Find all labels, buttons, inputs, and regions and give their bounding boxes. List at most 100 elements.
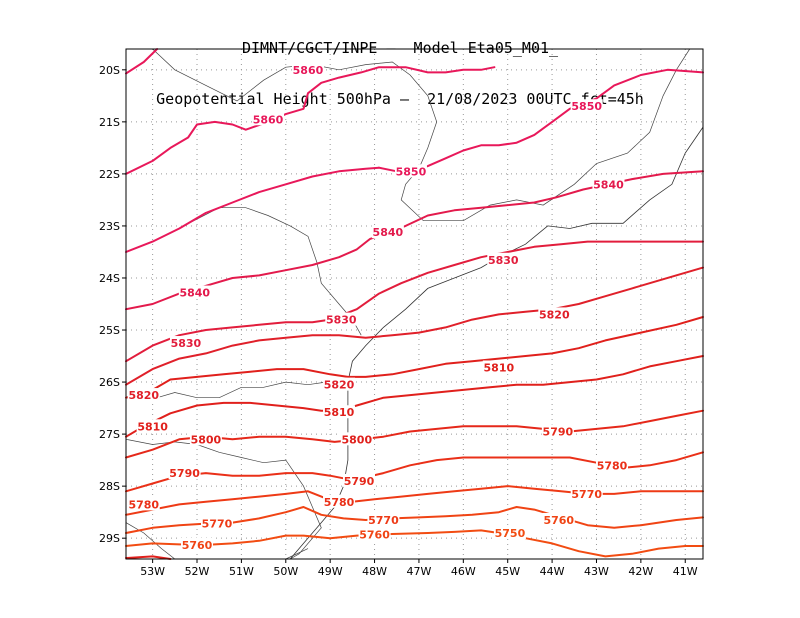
contour-label-bg	[252, 112, 285, 126]
contour-label: 5810	[484, 361, 515, 374]
contour-label-bg	[169, 336, 202, 350]
state-border	[152, 48, 690, 222]
tick-label-lat: 21S	[99, 116, 120, 129]
tick-label-lon: 43W	[584, 565, 609, 578]
contour-label: 5780	[324, 496, 355, 509]
tick-label-lon: 51W	[229, 565, 254, 578]
state-border	[183, 207, 362, 336]
contour-label-bg	[358, 527, 391, 541]
contour-label-bg	[570, 486, 603, 500]
contour-label-bg	[542, 512, 575, 526]
axis-ticks: 53W 52W 51W 50W 49W 48W 47W 46W 45W 44W 43W 42W 41W 2…	[99, 64, 698, 578]
contour-5850	[125, 166, 380, 253]
tick-label-lat: 28S	[99, 480, 120, 493]
grid-lines	[126, 49, 703, 559]
contour-label: 5770	[368, 514, 399, 527]
contour-5820	[125, 266, 704, 386]
contour-label: 5830	[488, 254, 519, 267]
contour-label-bg	[493, 525, 526, 539]
contour-5800	[125, 355, 704, 438]
contour-label-bg	[178, 285, 211, 299]
contour-label-bg	[181, 537, 214, 551]
contour-label-bg	[596, 458, 629, 472]
contour-label-bg	[325, 312, 358, 326]
contour-5860	[125, 66, 496, 175]
contour-label-bg	[127, 388, 160, 402]
tick-label-lon: 49W	[318, 565, 343, 578]
coastline	[684, 126, 704, 154]
contour-label: 5750	[495, 527, 526, 540]
contour-label: 5780	[597, 459, 628, 472]
contour-label: 5810	[137, 420, 168, 433]
tick-label-lon: 45W	[495, 565, 520, 578]
contour-label-bg	[482, 360, 515, 374]
contour-label-bg	[323, 377, 356, 391]
tick-label-lat: 20S	[99, 64, 120, 77]
contour-label-bg	[168, 466, 201, 480]
contour-label-bg	[538, 307, 571, 321]
contour-label-bg	[136, 419, 169, 433]
contour-5790	[125, 409, 704, 459]
tick-label-lat: 24S	[99, 272, 120, 285]
contour-label: 5760	[182, 539, 213, 552]
contour-5830	[125, 240, 704, 363]
tick-label-lon: 42W	[628, 565, 653, 578]
contour-labels: 5860 5860 5850 5850 5840 5840 5840 5830 5830 5830…	[127, 62, 629, 552]
tick-label-lat: 23S	[99, 220, 120, 233]
contour-label: 5800	[341, 433, 372, 446]
contour-5860	[125, 48, 159, 75]
state-border	[285, 548, 309, 560]
tick-label-lon: 48W	[362, 565, 387, 578]
contour-label: 5770	[202, 518, 233, 531]
contour-label: 5790	[169, 467, 200, 480]
contour-lines	[125, 48, 704, 560]
contour-label: 5810	[324, 406, 355, 419]
state-border	[125, 381, 344, 401]
contour-label: 5790	[344, 475, 375, 488]
contour-label: 5770	[571, 488, 602, 501]
contour-label-bg	[541, 424, 574, 438]
contour-label: 5820	[128, 389, 159, 402]
state-borders	[125, 48, 704, 560]
contour-label: 5820	[539, 308, 570, 321]
state-border	[125, 522, 176, 560]
contour-label: 5830	[326, 314, 357, 327]
contour-label: 5800	[191, 433, 222, 446]
contour-5750	[125, 529, 704, 558]
contour-label-bg	[487, 252, 520, 266]
contour-label-bg	[291, 62, 324, 76]
tick-label-lat: 29S	[99, 532, 120, 545]
contour-label-bg	[340, 432, 373, 446]
tick-label-lon: 44W	[540, 565, 565, 578]
contour-label: 5820	[324, 379, 355, 392]
tick-label-lat: 26S	[99, 376, 120, 389]
contour-label-bg	[570, 99, 603, 113]
contour-label: 5840	[593, 178, 624, 191]
contour-5770	[125, 485, 704, 516]
contour-label-bg	[371, 225, 404, 239]
map-frame	[125, 48, 704, 560]
tick-label-lon: 52W	[185, 565, 210, 578]
tick-label-lon: 53W	[140, 565, 165, 578]
contour-label-bg	[323, 494, 356, 508]
contour-label: 5840	[179, 287, 210, 300]
contour-label: 5760	[359, 529, 390, 542]
contour-label: 5760	[543, 514, 574, 527]
title-line-2: Geopotential Height 500hPa – 21/08/2023 …	[156, 90, 644, 108]
contour-5840	[125, 170, 704, 311]
tick-label-lon: 50W	[273, 565, 298, 578]
tick-label-lat: 25S	[99, 324, 120, 337]
contour-label-bg	[367, 512, 400, 526]
tick-label-lon: 47W	[407, 565, 432, 578]
contour-label-bg	[394, 164, 427, 178]
contour-label: 5860	[293, 64, 324, 77]
contour-label-bg	[200, 516, 233, 530]
tick-label-lat: 27S	[99, 428, 120, 441]
contour-label-bg	[343, 473, 376, 487]
title-line-1: DIMNT/CGCT/INPE – Model Eta05_M01_	[241, 39, 559, 57]
contour-label: 5780	[128, 498, 159, 511]
tick-label-lat: 22S	[99, 168, 120, 181]
contour-label-bg	[592, 177, 625, 191]
contour-label: 5860	[253, 113, 284, 126]
